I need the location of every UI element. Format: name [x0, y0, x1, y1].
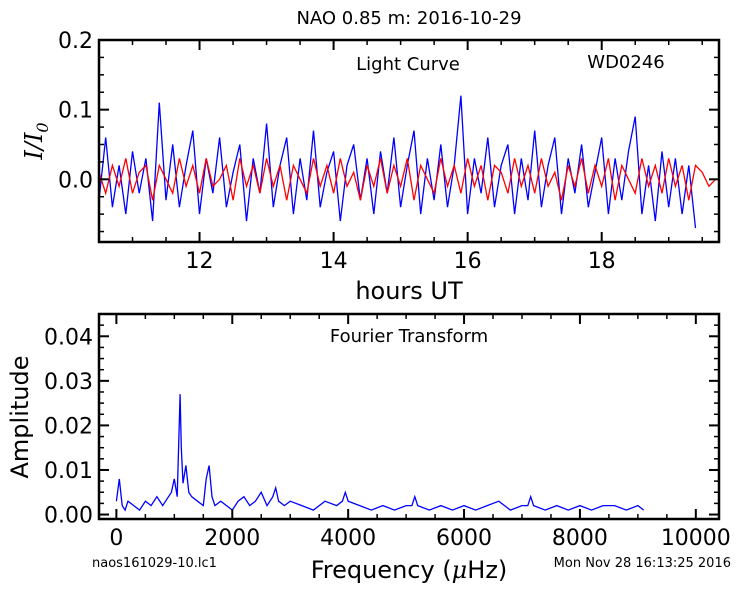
series-line-0-0 — [98, 95, 697, 229]
y-tick-label: 0.0 — [58, 168, 93, 193]
fourier-y-axis-label: Amplitude — [6, 356, 34, 479]
x-tick-label: 6000 — [436, 526, 492, 551]
target-label: WD0246 — [587, 52, 664, 73]
fourier-frame — [97, 312, 721, 521]
light-curve-x-axis-label: hours UT — [355, 277, 463, 305]
fourier-series — [115, 394, 645, 512]
x-tick-label: 14 — [320, 249, 348, 274]
y-tick-label: 0.03 — [44, 370, 93, 395]
x-tick-label: 2000 — [204, 526, 260, 551]
y-tick-label: 0.01 — [44, 459, 93, 484]
xlabel-mu: μ — [452, 556, 468, 584]
xlabel-end: Hz) — [467, 556, 507, 584]
y-tick-label: 0.04 — [44, 325, 93, 350]
light-curve-series — [98, 95, 717, 229]
fourier-label: Fourier Transform — [330, 326, 488, 347]
light-curve-y-axis-label: I/I0 — [20, 122, 52, 160]
xlabel-main: Frequency ( — [311, 556, 452, 584]
fourier-panel: 0 2000 4000 6000 8000 10000 0.00 0.01 0.02 0.03 0.… — [6, 312, 731, 584]
fourier-ticks: 0 2000 4000 6000 8000 10000 0.00 0.01 0.02 0.03 0.… — [44, 313, 731, 551]
ylabel-sub: 0 — [33, 122, 52, 132]
x-tick-label: 16 — [454, 249, 482, 274]
x-tick-label: 4000 — [320, 526, 376, 551]
x-tick-label: 12 — [186, 249, 214, 274]
footer-filename: naos161029-10.lc1 — [92, 556, 217, 571]
light-curve-panel: 12 14 16 18 0.0 0.1 0.2 Light Curve WD0246 hou… — [20, 29, 721, 305]
y-tick-label: 0.2 — [58, 29, 93, 54]
series-line-1-0 — [115, 394, 645, 512]
light-curve-plot-area — [99, 40, 719, 242]
y-tick-label: 0.00 — [44, 504, 93, 529]
x-tick-label: 18 — [588, 249, 616, 274]
fourier-plot-area — [99, 314, 719, 519]
y-tick-label: 0.02 — [44, 414, 93, 439]
y-tick-label: 0.1 — [58, 99, 93, 124]
x-tick-label: 0 — [109, 526, 123, 551]
light-curve-ticks: 12 14 16 18 0.0 0.1 0.2 — [58, 29, 719, 274]
x-tick-label: 8000 — [552, 526, 608, 551]
figure-title: NAO 0.85 m: 2016-10-29 — [296, 8, 521, 29]
light-curve-label: Light Curve — [356, 54, 460, 75]
series-line-0-1 — [98, 158, 717, 201]
light-curve-frame — [97, 38, 721, 244]
footer-timestamp: Mon Nov 28 16:13:25 2016 — [554, 556, 731, 571]
fourier-x-axis-label: Frequency (μHz) — [311, 556, 508, 584]
ylabel-base: I/I — [20, 132, 48, 161]
x-tick-label: 10000 — [661, 526, 731, 551]
